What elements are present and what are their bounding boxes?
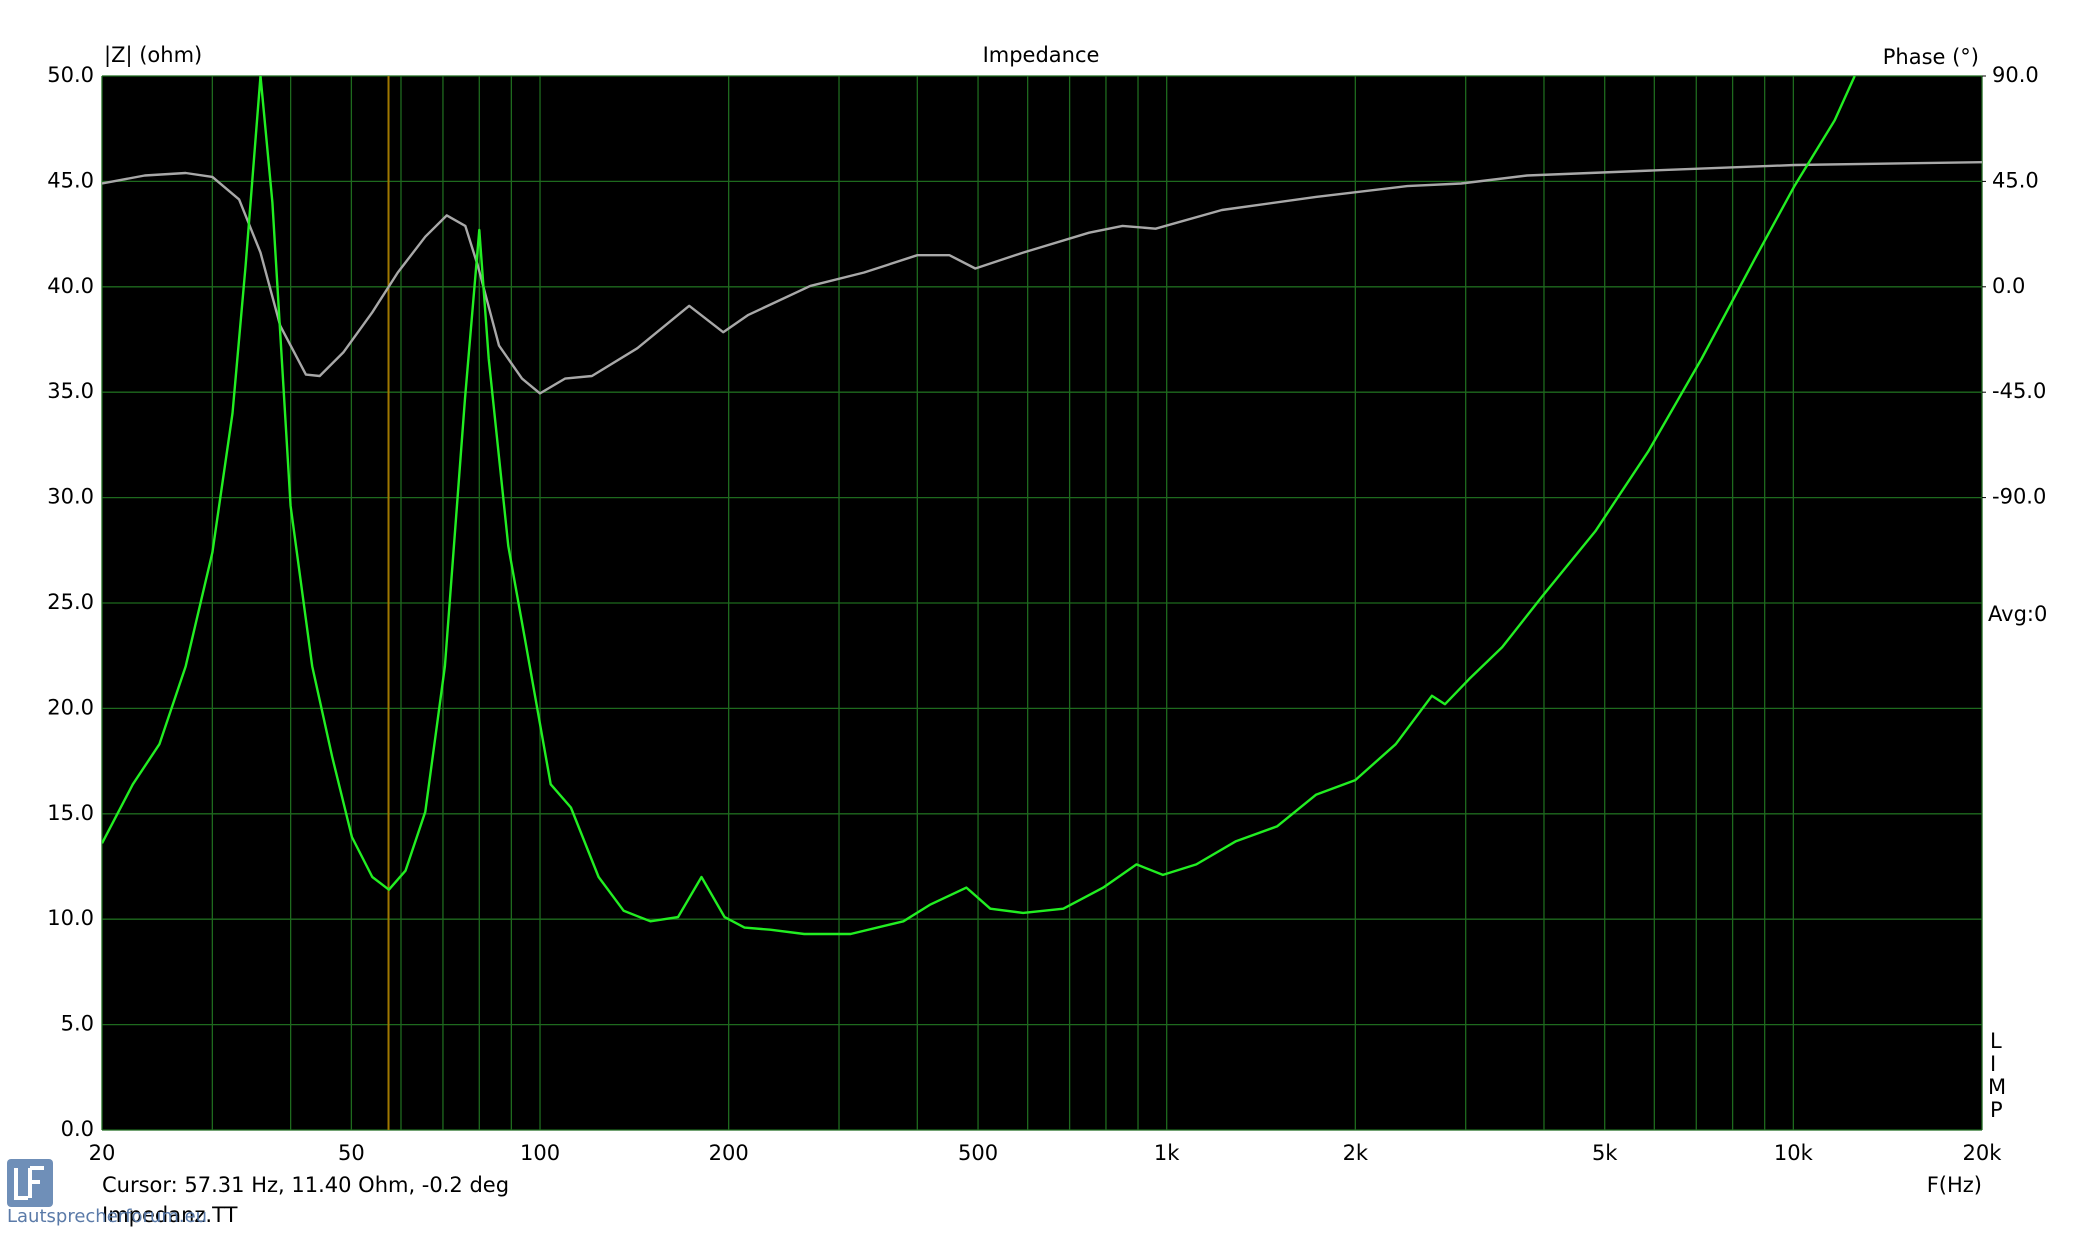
y-tick-label: 35.0 (47, 379, 94, 403)
y2-axis-label: Phase (°) (1883, 45, 1979, 69)
limp-letter: L (1990, 1029, 2002, 1053)
avg-label: Avg:0 (1988, 602, 2047, 626)
y-axis-label: |Z| (ohm) (104, 43, 202, 68)
file-name: Impedanz.TT (102, 1203, 238, 1227)
chart-title: Impedance (983, 43, 1100, 67)
limp-letter: P (1990, 1098, 2003, 1122)
x-axis-label: F(Hz) (1927, 1173, 1982, 1197)
watermark: Lautsprecherforum.eu (7, 1206, 207, 1227)
y2-tick-label: 0.0 (1992, 274, 2025, 298)
y2-tick-label: 45.0 (1992, 168, 2039, 192)
y-tick-label: 45.0 (47, 168, 94, 192)
x-tick-label: 20k (1963, 1141, 2003, 1165)
x-tick-label: 20 (89, 1141, 116, 1165)
y-tick-label: 40.0 (47, 274, 94, 298)
x-tick-label: 500 (958, 1141, 998, 1165)
x-tick-label: 5k (1592, 1141, 1618, 1165)
y-tick-label: 10.0 (47, 906, 94, 930)
y-tick-label: 0.0 (61, 1117, 94, 1141)
y-tick-label: 5.0 (61, 1012, 94, 1036)
y-tick-label: 15.0 (47, 801, 94, 825)
x-tick-label: 10k (1774, 1141, 1814, 1165)
x-tick-label: 100 (520, 1141, 560, 1165)
y2-tick-label: -90.0 (1992, 485, 2046, 509)
x-tick-label: 2k (1343, 1141, 1369, 1165)
cursor-readout: Cursor: 57.31 Hz, 11.40 Ohm, -0.2 deg (102, 1173, 509, 1197)
y-tick-label: 20.0 (47, 695, 94, 719)
y-tick-label: 25.0 (47, 590, 94, 614)
limp-letter: I (1990, 1052, 1996, 1076)
series-line (102, 76, 1856, 936)
logo-glyph (14, 1166, 44, 1200)
limp-letter: M (1988, 1075, 2006, 1099)
y2-tick-label: 90.0 (1992, 63, 2039, 87)
series-line (102, 161, 1982, 395)
x-tick-label: 1k (1154, 1141, 1180, 1165)
x-tick-label: 50 (338, 1141, 365, 1165)
y-tick-label: 50.0 (47, 63, 94, 87)
x-tick-label: 200 (709, 1141, 749, 1165)
y2-tick-label: -45.0 (1992, 379, 2046, 403)
y-tick-label: 30.0 (47, 485, 94, 509)
